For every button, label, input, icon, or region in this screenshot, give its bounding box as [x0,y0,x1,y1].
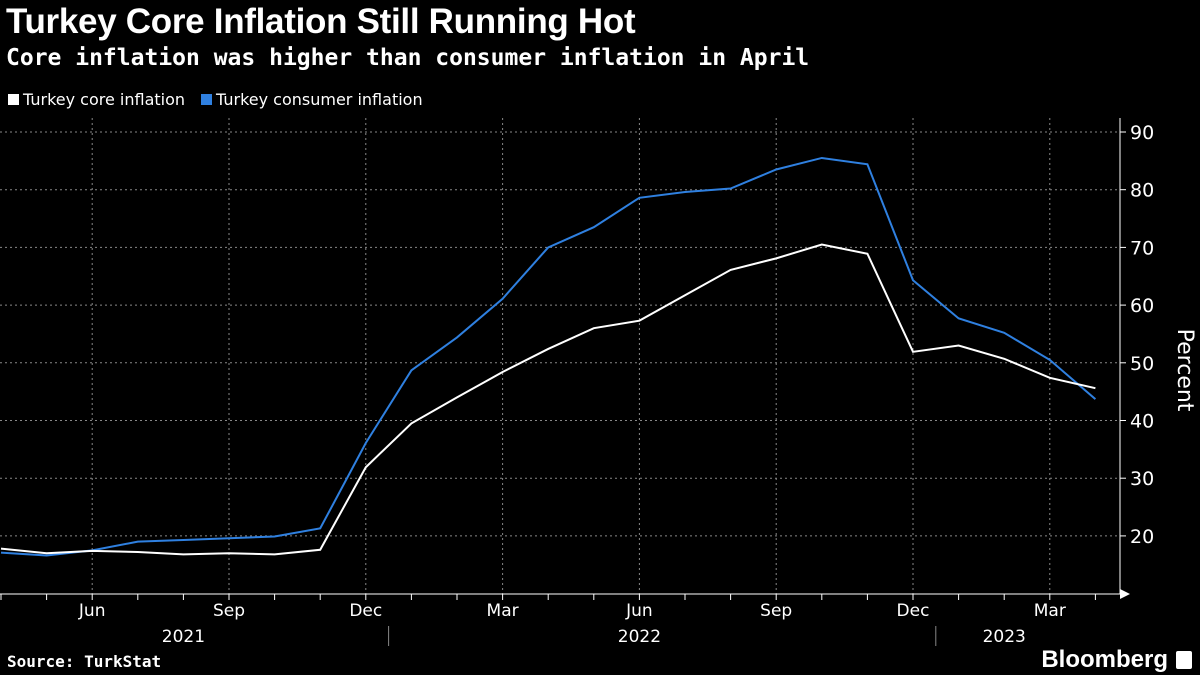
legend-swatch-consumer [201,94,213,105]
x-tick-label: Sep [760,601,792,621]
y-tick-label: 50 [1130,353,1154,375]
year-label: 2023 [983,627,1026,647]
x-tick-label: Mar [487,601,519,621]
series-line-core [0,243,1096,556]
legend-swatch-core [8,94,19,105]
legend: Turkey core inflation Turkey consumer in… [8,90,423,109]
legend-item-core: Turkey core inflation [8,90,185,109]
year-label: 2022 [618,627,661,647]
y-tick-label: 70 [1130,237,1154,259]
logo-text: Bloomberg [1041,646,1168,673]
x-tick-label: Dec [349,601,382,621]
y-axis-label: Percent [1172,329,1197,412]
chart-subtitle: Core inflation was higher than consumer … [6,45,810,71]
series-line-consumer [0,156,1097,557]
x-tick-label: Jun [625,601,653,621]
x-tick-label: Jun [78,601,106,621]
x-axis-arrow [1120,589,1130,599]
legend-label-consumer: Turkey consumer inflation [216,90,423,109]
x-tick-label: Mar [1034,601,1066,621]
legend-item-consumer: Turkey consumer inflation [201,90,423,109]
x-tick-label: Dec [897,601,930,621]
y-tick-label: 20 [1130,526,1154,548]
y-tick-label: 90 [1130,122,1154,144]
y-tick-label: 60 [1130,295,1154,317]
y-tick-label: 30 [1130,468,1154,490]
y-tick-label: 40 [1130,411,1154,433]
bloomberg-logo: Bloomberg [1041,646,1192,674]
y-tick-label: 80 [1130,180,1154,202]
bloomberg-chart-icon [1176,651,1192,669]
chart-title: Turkey Core Inflation Still Running Hot [6,2,636,41]
x-tick-label: Sep [213,601,245,621]
year-label: 2021 [162,627,205,647]
source-note: Source: TurkStat [7,652,162,671]
legend-label-core: Turkey core inflation [23,90,186,109]
